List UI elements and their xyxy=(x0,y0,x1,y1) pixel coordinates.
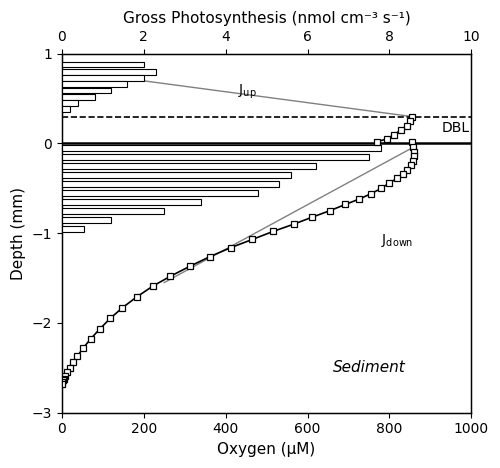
X-axis label: Oxygen (μM): Oxygen (μM) xyxy=(218,442,316,457)
Bar xyxy=(62,107,70,112)
Bar xyxy=(62,62,144,67)
Bar xyxy=(62,208,164,214)
Bar xyxy=(62,154,369,160)
Bar xyxy=(62,163,316,169)
Text: Sediment: Sediment xyxy=(332,360,406,375)
Bar xyxy=(62,217,111,223)
Bar xyxy=(62,88,111,94)
Text: J$_{\mathrm{down}}$: J$_{\mathrm{down}}$ xyxy=(382,232,414,249)
Text: J$_{\mathrm{up}}$: J$_{\mathrm{up}}$ xyxy=(238,82,256,101)
Bar xyxy=(62,190,258,196)
Bar xyxy=(62,199,201,205)
Text: DBL: DBL xyxy=(441,121,470,135)
X-axis label: Gross Photosynthesis (nmol cm⁻³ s⁻¹): Gross Photosynthesis (nmol cm⁻³ s⁻¹) xyxy=(122,11,410,26)
Bar xyxy=(62,69,156,74)
Bar xyxy=(62,81,128,87)
Bar xyxy=(62,75,144,81)
Bar xyxy=(62,94,94,100)
Bar xyxy=(62,226,84,232)
Y-axis label: Depth (mm): Depth (mm) xyxy=(11,187,26,280)
Bar xyxy=(62,145,382,151)
Bar xyxy=(62,172,291,178)
Bar xyxy=(62,100,78,106)
Bar xyxy=(62,181,279,187)
